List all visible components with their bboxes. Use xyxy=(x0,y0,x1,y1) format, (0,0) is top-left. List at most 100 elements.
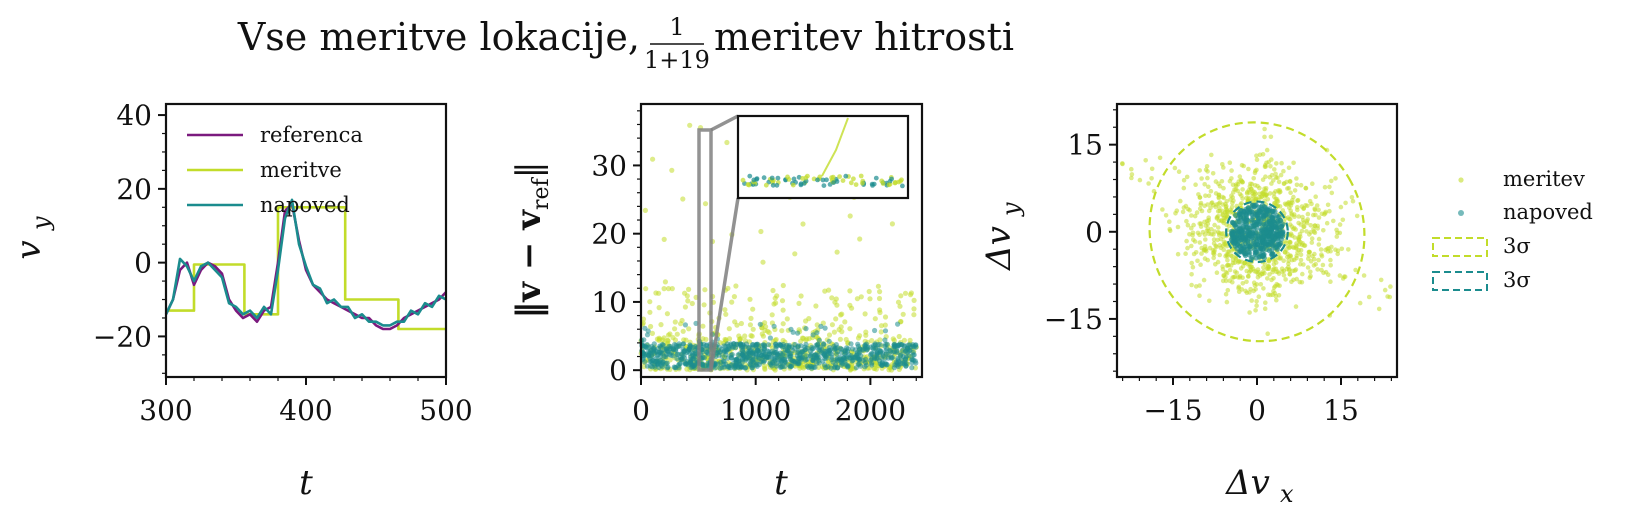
legend-label-referenca: referenca xyxy=(260,123,363,147)
point-meritev xyxy=(898,293,904,299)
point-meritev xyxy=(773,300,779,306)
point-meritev xyxy=(1214,270,1220,276)
p1-xtick-label: 300 xyxy=(139,394,192,427)
point-napoved xyxy=(782,358,788,364)
point-meritev xyxy=(1217,232,1222,238)
point-meritev xyxy=(1220,267,1226,272)
point-meritev xyxy=(798,338,804,344)
point-napoved xyxy=(882,328,889,334)
point-meritev xyxy=(1293,304,1299,309)
point-meritev xyxy=(1167,219,1172,224)
point-meritev xyxy=(1176,169,1182,174)
point-meritev xyxy=(1249,298,1254,303)
panel-error-norm: 0 1000 2000 0 10 20 30 t ‖v − vref‖ xyxy=(509,102,924,503)
point-meritev xyxy=(1244,195,1249,201)
legend-marker-3sigma-napoved xyxy=(1432,271,1488,291)
p2-xlabel: t xyxy=(774,463,788,503)
point-meritev xyxy=(1327,208,1332,214)
point-meritev xyxy=(1295,197,1301,203)
point-meritev xyxy=(1237,174,1243,179)
point-napoved xyxy=(733,345,739,351)
point-napoved xyxy=(682,361,689,367)
point-meritev xyxy=(1252,192,1257,198)
point-meritev xyxy=(1271,266,1277,271)
point-meritev xyxy=(769,312,775,318)
point-meritev xyxy=(1376,306,1382,312)
p2-ytick-label: 10 xyxy=(591,286,627,319)
point-napoved xyxy=(833,342,839,348)
title-fraction-numerator: 1 xyxy=(669,13,684,41)
point-napoved xyxy=(654,361,660,367)
point-napoved xyxy=(788,326,794,332)
point-meritev xyxy=(1198,224,1204,229)
p3-ylabel-sub: y xyxy=(997,202,1025,217)
point-meritev xyxy=(1266,264,1272,270)
point-napoved xyxy=(655,345,662,351)
point-meritev xyxy=(1242,260,1247,266)
point-napoved xyxy=(753,362,759,368)
point-napoved xyxy=(887,347,893,353)
point-napoved xyxy=(761,342,768,348)
p2-xtick-label: 2000 xyxy=(835,394,906,427)
point-meritev xyxy=(847,326,853,332)
point-napoved xyxy=(816,347,822,353)
point-meritev xyxy=(1229,204,1235,210)
point-meritev xyxy=(1240,275,1245,281)
point-napoved xyxy=(1241,225,1247,231)
point-meritev xyxy=(1223,278,1229,284)
point-napoved xyxy=(645,328,651,334)
point-meritev xyxy=(1314,203,1320,208)
point-meritev xyxy=(911,312,917,318)
point-meritev xyxy=(1316,236,1322,242)
inset-point xyxy=(840,178,846,184)
point-meritev xyxy=(1301,243,1307,248)
point-napoved xyxy=(674,351,680,357)
point-meritev xyxy=(813,303,819,309)
point-meritev xyxy=(869,338,875,344)
point-meritev xyxy=(862,311,868,317)
point-meritev xyxy=(1295,207,1300,213)
point-napoved xyxy=(1269,252,1275,258)
point-meritev xyxy=(1200,229,1206,235)
point-meritev xyxy=(847,213,853,219)
point-meritev xyxy=(1279,160,1284,166)
point-napoved xyxy=(725,364,731,370)
point-napoved xyxy=(1244,246,1250,252)
point-meritev xyxy=(872,316,878,322)
point-meritev xyxy=(1333,176,1338,181)
point-napoved xyxy=(767,335,774,341)
point-meritev xyxy=(649,330,656,336)
p2-ytick-label: 20 xyxy=(591,218,627,251)
p3-ticks: −15 0 15 −15 0 15 xyxy=(1044,109,1393,427)
point-meritev xyxy=(878,329,884,335)
point-meritev xyxy=(1229,168,1234,173)
point-napoved xyxy=(807,353,814,359)
point-meritev xyxy=(1382,287,1388,293)
point-meritev xyxy=(1337,230,1343,236)
point-meritev xyxy=(686,326,692,332)
point-meritev xyxy=(770,287,776,294)
point-meritev xyxy=(1271,191,1277,196)
point-meritev xyxy=(1238,266,1244,271)
point-meritev xyxy=(1343,200,1348,206)
point-napoved xyxy=(832,347,838,353)
point-napoved xyxy=(1235,215,1241,221)
point-meritev xyxy=(1275,175,1280,180)
point-napoved xyxy=(1261,240,1268,247)
point-napoved xyxy=(1245,238,1251,244)
point-napoved xyxy=(844,354,850,360)
point-meritev xyxy=(1294,182,1300,188)
point-meritev xyxy=(1203,237,1208,242)
point-napoved xyxy=(877,342,883,348)
p3-xlabel-sub: x xyxy=(1280,480,1294,508)
point-meritev xyxy=(877,307,883,313)
point-meritev xyxy=(1287,216,1292,222)
inset-point xyxy=(791,176,797,182)
point-napoved xyxy=(863,356,869,362)
point-meritev xyxy=(796,300,802,306)
point-meritev xyxy=(760,259,766,265)
inset-point xyxy=(851,176,856,182)
point-meritev xyxy=(804,336,810,342)
point-napoved xyxy=(1234,228,1240,234)
point-meritev xyxy=(1172,165,1178,171)
